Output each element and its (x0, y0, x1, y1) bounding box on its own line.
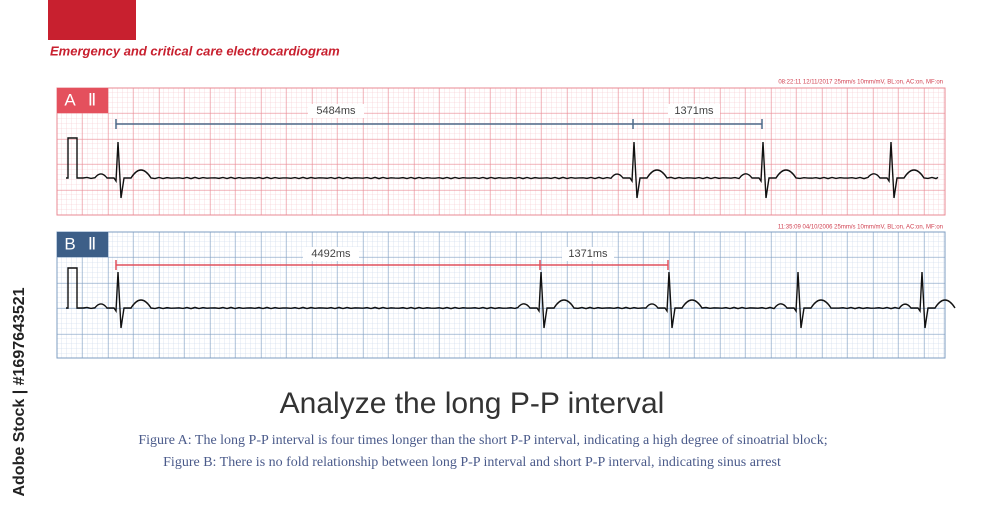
ecg-grid (56, 231, 946, 359)
interval-label: 5484ms (316, 105, 356, 117)
interval-label: 1371ms (674, 105, 714, 117)
ecg-trace (66, 267, 956, 329)
ecg-grid (56, 87, 946, 216)
interval-label: 1371ms (568, 248, 608, 260)
caption-line: Figure A: The long P-P interval is four … (138, 433, 827, 448)
logo-block (48, 0, 136, 40)
interval-bar (115, 260, 669, 270)
main-title: Analyze the long P-P interval (280, 387, 665, 420)
lead-label: Ⅱ (88, 90, 96, 109)
panel-label-box (57, 232, 108, 257)
watermark: Adobe Stock | #1697643521 (11, 287, 28, 496)
panel-info: 08:22:11 12/11/2017 25mm/s 10mm/mV, BL:o… (778, 80, 943, 86)
interval-label: 4492ms (311, 248, 351, 260)
panel-label: A (64, 90, 76, 109)
caption-line: Figure B: There is no fold relationship … (163, 455, 781, 470)
label-bg (668, 104, 720, 118)
label-bg (562, 247, 614, 261)
interval-bar (115, 119, 763, 129)
label-bg (308, 104, 364, 118)
subtitle: Emergency and critical care electrocardi… (50, 43, 340, 58)
ecg-trace (66, 137, 939, 199)
panel-info: 11:35:09 04/10/2006 25mm/s 10mm/mV, BL:o… (778, 225, 943, 231)
panel-label-box (57, 88, 108, 113)
lead-label: Ⅱ (88, 234, 96, 253)
label-bg (303, 247, 359, 261)
panel-label: B (64, 234, 75, 253)
